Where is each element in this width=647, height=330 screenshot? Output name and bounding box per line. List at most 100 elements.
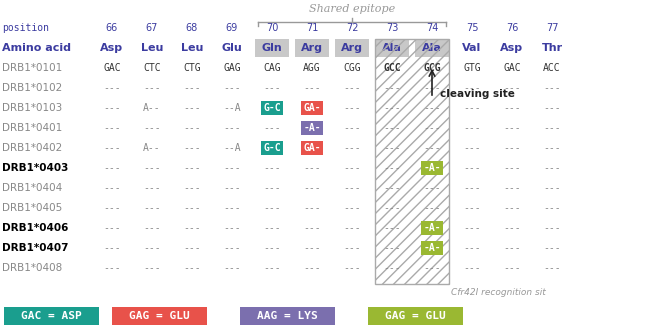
Text: Shared epitope: Shared epitope [309,4,395,14]
Text: CTG: CTG [183,63,201,73]
Text: ---: --- [383,243,400,253]
Text: ---: --- [543,143,561,153]
Text: ---: --- [303,223,321,233]
Text: GAC: GAC [503,63,521,73]
Text: ---: --- [223,203,241,213]
Text: ---: --- [543,103,561,113]
Text: ---: --- [463,223,481,233]
Text: ---: --- [263,183,281,193]
Text: Arg: Arg [301,43,323,53]
Text: ---: --- [343,183,361,193]
Text: ---: --- [463,203,481,213]
Text: ---: --- [143,223,161,233]
Bar [301,101,323,115]
Text: CAG: CAG [263,63,281,73]
Text: ---: --- [103,103,121,113]
Text: ---: --- [543,183,561,193]
Text: ---: --- [143,83,161,93]
Text: ---: --- [503,223,521,233]
Text: ---: --- [343,243,361,253]
Text: ---: --- [263,243,281,253]
Text: ---: --- [343,143,361,153]
Text: 72: 72 [345,23,358,33]
Text: DRB1*0103: DRB1*0103 [2,103,62,113]
Text: ---: --- [143,163,161,173]
Text: ---: --- [103,123,121,133]
Text: ---: --- [343,163,361,173]
Text: ---: --- [263,223,281,233]
Text: DRB1*0402: DRB1*0402 [2,143,62,153]
Bar [240,307,335,325]
Text: ---: --- [463,243,481,253]
Text: ---: --- [383,103,400,113]
Text: GA-: GA- [303,143,321,153]
Text: ---: --- [303,203,321,213]
Text: ---: --- [543,263,561,273]
Text: ---: --- [103,143,121,153]
Bar [335,39,369,57]
Text: --A: --A [223,103,241,113]
Text: GAG: GAG [223,63,241,73]
Text: ---: --- [183,203,201,213]
Text: ACC: ACC [543,63,561,73]
Text: ---: --- [543,123,561,133]
Text: ---: --- [463,263,481,273]
Bar [301,121,323,135]
Text: ---: --- [303,243,321,253]
Text: AGG: AGG [303,63,321,73]
Text: G-C: G-C [263,103,281,113]
Text: ---: --- [423,143,441,153]
Text: ---: --- [383,143,400,153]
Text: Thr: Thr [542,43,562,53]
Text: ---: --- [183,83,201,93]
Text: Asp: Asp [500,43,523,53]
Bar [261,141,283,155]
Text: ---: --- [343,83,361,93]
Text: 70: 70 [266,23,278,33]
Text: ---: --- [503,123,521,133]
Text: ---: --- [503,183,521,193]
Text: ---: --- [423,123,441,133]
Text: ---: --- [383,223,400,233]
Text: Leu: Leu [181,43,203,53]
Text: ---: --- [263,83,281,93]
Text: ---: --- [543,223,561,233]
Text: GTG: GTG [463,63,481,73]
Text: ---: --- [423,183,441,193]
Text: ---: --- [503,263,521,273]
Text: Amino acid: Amino acid [2,43,71,53]
Text: ---: --- [103,83,121,93]
Text: 69: 69 [226,23,238,33]
Text: Asp: Asp [100,43,124,53]
Text: ---: --- [143,263,161,273]
Text: ---: --- [503,143,521,153]
Bar [375,39,449,284]
Text: ---: --- [383,183,400,193]
Text: position: position [2,23,49,33]
Text: ---: --- [143,183,161,193]
Text: Ala: Ala [382,43,402,53]
Text: GCC: GCC [383,63,400,73]
Text: ---: --- [103,203,121,213]
Text: DRB1*0101: DRB1*0101 [2,63,62,73]
Text: 68: 68 [186,23,198,33]
Text: ---: --- [183,123,201,133]
Text: ---: --- [183,223,201,233]
Bar [261,101,283,115]
Text: 76: 76 [506,23,518,33]
Text: DRB1*0405: DRB1*0405 [2,203,62,213]
Text: ---: --- [263,263,281,273]
Text: ---: --- [383,163,400,173]
Text: Leu: Leu [141,43,163,53]
Text: ---: --- [103,223,121,233]
Text: 74: 74 [426,23,438,33]
Text: ---: --- [463,83,481,93]
Text: DRB1*0404: DRB1*0404 [2,183,62,193]
Text: DRB1*0403: DRB1*0403 [2,163,69,173]
Text: ---: --- [383,203,400,213]
Text: Glu: Glu [222,43,243,53]
Text: GAG = GLU: GAG = GLU [129,311,190,321]
Text: ---: --- [183,263,201,273]
Bar [112,307,207,325]
Text: ---: --- [463,183,481,193]
